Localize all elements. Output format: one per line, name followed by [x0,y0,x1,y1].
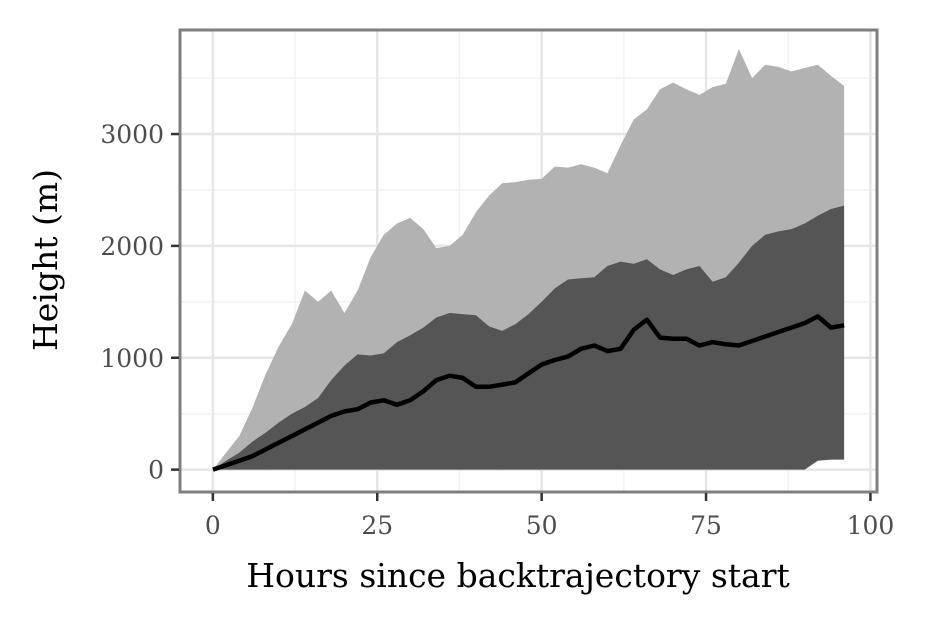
median-height-line [212,314,845,472]
x-tick-label: 25 [361,511,393,540]
y-tick-label: 0 [148,456,164,485]
x-axis-title: Hours since backtrajectory start [246,556,790,595]
x-tick-label: 100 [847,511,895,540]
x-tick-label: 75 [690,511,722,540]
x-tick-label: 0 [205,511,221,540]
x-tick-label: 50 [526,511,558,540]
x-axis: 0 25 50 75 100 [205,493,894,540]
y-tick-label: 1000 [100,344,164,373]
median-line-path [212,314,845,472]
y-axis-title: Height (m) [26,169,65,351]
y-tick-label: 2000 [100,232,164,261]
y-axis: 0 1000 2000 3000 [100,120,179,485]
plot-panel-border [178,28,879,494]
y-tick-label: 3000 [100,120,164,149]
